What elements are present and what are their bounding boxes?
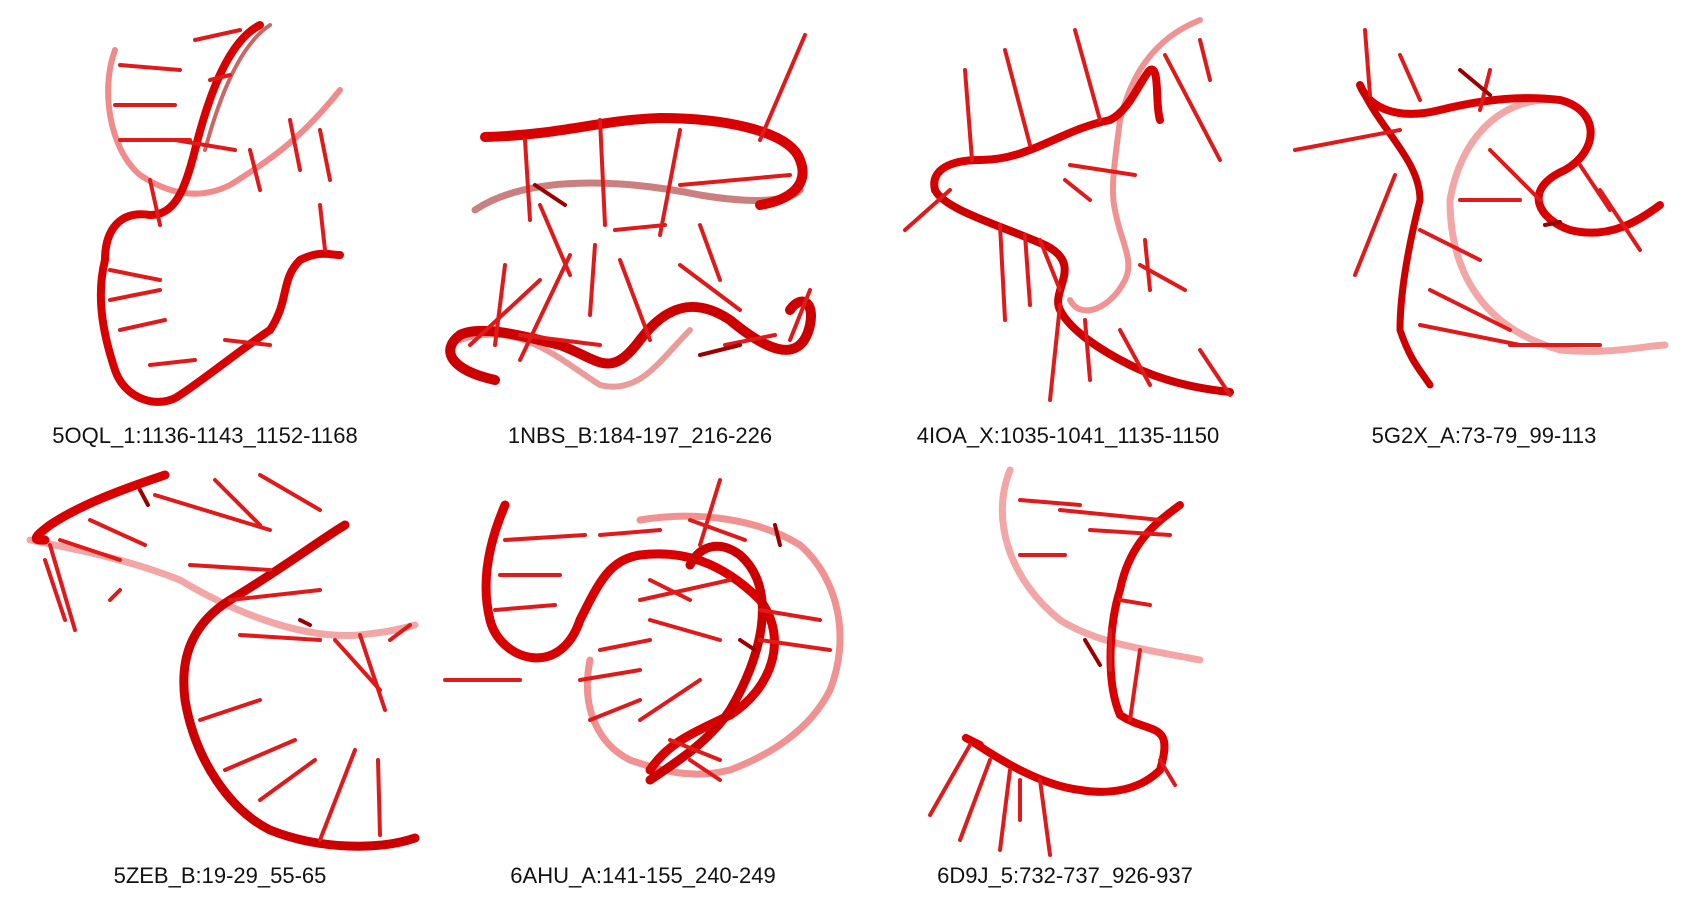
backbone-main xyxy=(179,520,420,851)
base-pairs xyxy=(1293,28,1642,347)
rna-structure-6ahu xyxy=(443,478,844,785)
base-pairs xyxy=(443,478,832,782)
backbone xyxy=(1356,81,1664,237)
backbone-lower xyxy=(445,296,816,385)
base-pairs-dark xyxy=(738,523,782,652)
caption-panel-5: 5ZEB_B:19-29_55-65 xyxy=(113,863,327,888)
backbone xyxy=(961,501,1184,796)
rna-structure-4ioa xyxy=(903,17,1234,402)
backbone xyxy=(930,65,1164,194)
caption-panel-6: 6AHU_A:141-155_240-249 xyxy=(510,863,776,888)
base-pairs xyxy=(108,28,332,367)
rna-structure-5g2x xyxy=(1293,28,1669,389)
backbone-faded xyxy=(26,536,419,640)
backbone-faded xyxy=(471,179,804,214)
caption-panel-2: 1NBS_B:184-197_216-226 xyxy=(507,423,773,448)
backbone xyxy=(31,470,170,545)
rna-structure-5zeb xyxy=(26,470,420,851)
rna-structure-5oql xyxy=(96,21,344,406)
base-pairs xyxy=(903,28,1232,402)
backbone-lower xyxy=(1356,81,1434,389)
base-pairs xyxy=(43,473,412,842)
caption-panel-7: 6D9J_5:732-737_926-937 xyxy=(937,863,1193,888)
base-pairs-dark xyxy=(1458,68,1562,227)
caption-panel-3: 4IOA_X:1035-1041_1135-1150 xyxy=(916,423,1220,448)
backbone xyxy=(96,21,344,406)
caption-panel-1: 5OQL_1:1136-1143_1152-1168 xyxy=(52,423,358,448)
backbone xyxy=(480,113,808,210)
base-pairs-dark xyxy=(1083,638,1102,667)
base-pairs xyxy=(928,498,1177,857)
backbone-faded xyxy=(1446,96,1669,355)
base-pairs-dark xyxy=(533,183,742,357)
rna-structure-1nbs xyxy=(445,33,816,390)
backbone-faded xyxy=(998,466,1204,664)
caption-panel-4: 5G2X_A:73-79_99-113 xyxy=(1371,423,1597,448)
backbone-faded xyxy=(105,47,343,197)
rna-structure-6d9j xyxy=(928,466,1204,857)
backbone-faded xyxy=(1067,17,1203,314)
base-pairs-dark xyxy=(138,488,312,627)
base-pairs xyxy=(468,33,812,362)
